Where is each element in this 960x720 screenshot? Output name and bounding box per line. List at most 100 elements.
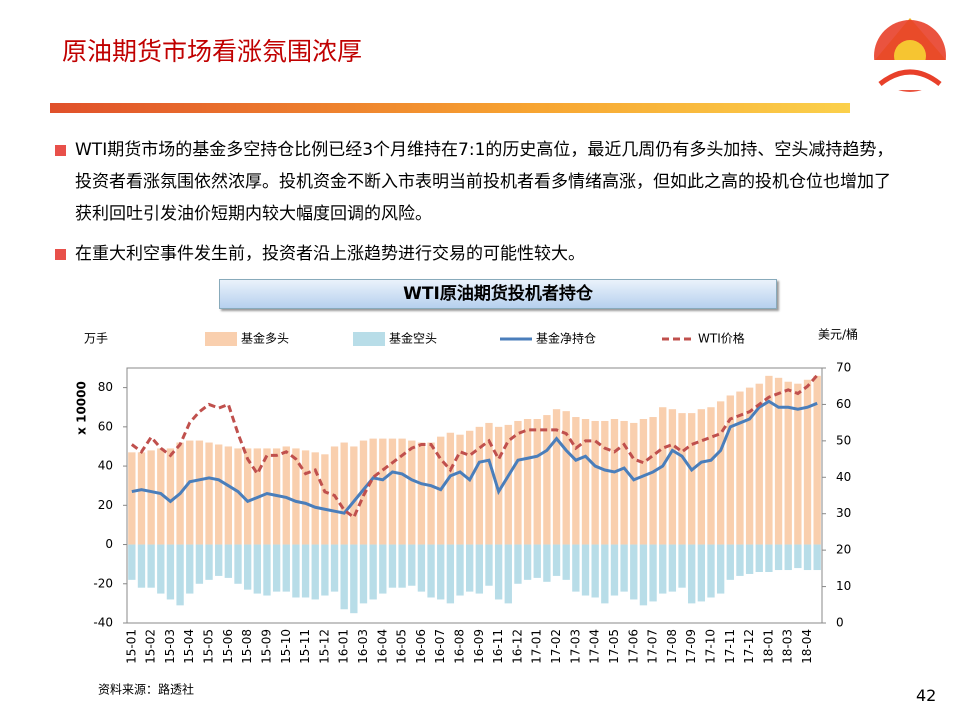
bar — [707, 544, 715, 598]
bar — [523, 544, 532, 580]
bar — [369, 438, 377, 545]
bar — [379, 438, 387, 545]
x-tick-label: 17-05 — [607, 629, 621, 664]
bullet-text: WTI期货市场的基金多空持仓比例已经3个月维持在7:1的历史高位，最近几周仍有多… — [75, 140, 894, 224]
bar — [630, 422, 638, 545]
bar — [427, 544, 435, 598]
slide-title: 原油期货市场看涨氛围浓厚 — [62, 37, 363, 66]
bar — [301, 450, 310, 545]
bar — [301, 544, 310, 598]
x-tick-label: 18-03 — [781, 629, 795, 664]
bar — [205, 442, 213, 545]
bar — [224, 446, 233, 545]
y-tick-label: 20 — [98, 498, 113, 512]
x-tick-label: 15-06 — [221, 629, 235, 664]
y-tick-label: 0 — [105, 537, 113, 551]
bar — [514, 544, 522, 584]
bar — [340, 442, 348, 545]
bullet: 在重大利空事件发生前，投资者沿上涨趋势进行交易的可能性较大。 — [55, 238, 895, 270]
x-tick-label: 15-05 — [202, 629, 216, 664]
bar — [610, 544, 619, 596]
bar — [369, 544, 377, 600]
y-tick-label: 40 — [98, 459, 113, 473]
bar — [408, 440, 416, 545]
bar — [765, 375, 773, 545]
bar — [398, 544, 406, 588]
bar — [736, 544, 744, 576]
x-tick-label: 15-12 — [317, 629, 331, 664]
bar — [745, 387, 754, 545]
bullet-marker — [55, 145, 66, 156]
bar — [215, 444, 223, 545]
bar — [601, 420, 609, 545]
bar — [543, 544, 551, 582]
x-tick-label: 16-06 — [414, 629, 428, 664]
bar — [803, 544, 812, 571]
bar — [543, 415, 551, 545]
bar — [388, 544, 397, 588]
bar — [427, 442, 435, 545]
bar — [716, 544, 725, 594]
source: 资料来源：路透社 — [98, 682, 194, 697]
bar — [466, 544, 474, 592]
bar — [494, 426, 503, 545]
x-tick-label: 16-08 — [453, 629, 467, 664]
bar — [784, 381, 792, 545]
y-tick-label: -20 — [93, 576, 113, 590]
bar — [688, 544, 696, 604]
bar — [437, 544, 445, 600]
bar — [166, 544, 175, 600]
bullet-text: 在重大利空事件发生前，投资者沿上涨趋势进行交易的可能性较大。 — [75, 244, 585, 264]
bar — [417, 544, 426, 592]
bar — [157, 448, 165, 545]
x-tick-label: 16-05 — [395, 629, 409, 664]
y2-tick-label: 20 — [836, 543, 851, 557]
bar — [552, 544, 561, 576]
bullet-marker — [55, 249, 66, 260]
y2-tick-label: 30 — [836, 506, 851, 520]
bar — [523, 419, 532, 545]
bar — [620, 420, 628, 545]
bar — [253, 544, 261, 594]
bar — [147, 450, 155, 545]
bar — [340, 544, 348, 610]
bar — [794, 383, 802, 545]
bar — [195, 544, 204, 584]
x-tick-label: 17-04 — [588, 629, 602, 664]
bar — [794, 544, 802, 569]
page-number: 42 — [916, 686, 937, 705]
line — [130, 374, 819, 520]
bar — [137, 544, 146, 588]
bar — [359, 544, 368, 604]
bar — [639, 419, 648, 545]
x-tick-label: 16-01 — [337, 629, 351, 664]
bar — [350, 446, 358, 545]
bar — [649, 544, 657, 602]
bar — [755, 383, 763, 545]
bar — [678, 544, 686, 588]
bar — [649, 417, 657, 545]
bar — [813, 544, 821, 571]
bar — [128, 452, 136, 545]
bar — [147, 544, 155, 588]
bar — [591, 420, 599, 545]
bar — [282, 544, 290, 592]
bar — [388, 438, 397, 545]
legend-label: 基金净持仓 — [536, 331, 596, 346]
x-tick-label: 17-10 — [703, 629, 717, 664]
bar — [533, 544, 541, 578]
line — [131, 399, 818, 515]
bar — [562, 544, 570, 580]
x-tick-label: 16-11 — [491, 629, 505, 664]
legend-swatch — [205, 332, 237, 346]
bar — [321, 544, 329, 596]
bar — [379, 544, 387, 594]
x-tick-label: 16-07 — [433, 629, 447, 664]
bar — [562, 411, 570, 545]
x-tick-label: 17-08 — [665, 629, 679, 664]
bar — [668, 409, 677, 545]
x-tick-label: 15-11 — [298, 629, 312, 664]
bar — [716, 401, 725, 545]
